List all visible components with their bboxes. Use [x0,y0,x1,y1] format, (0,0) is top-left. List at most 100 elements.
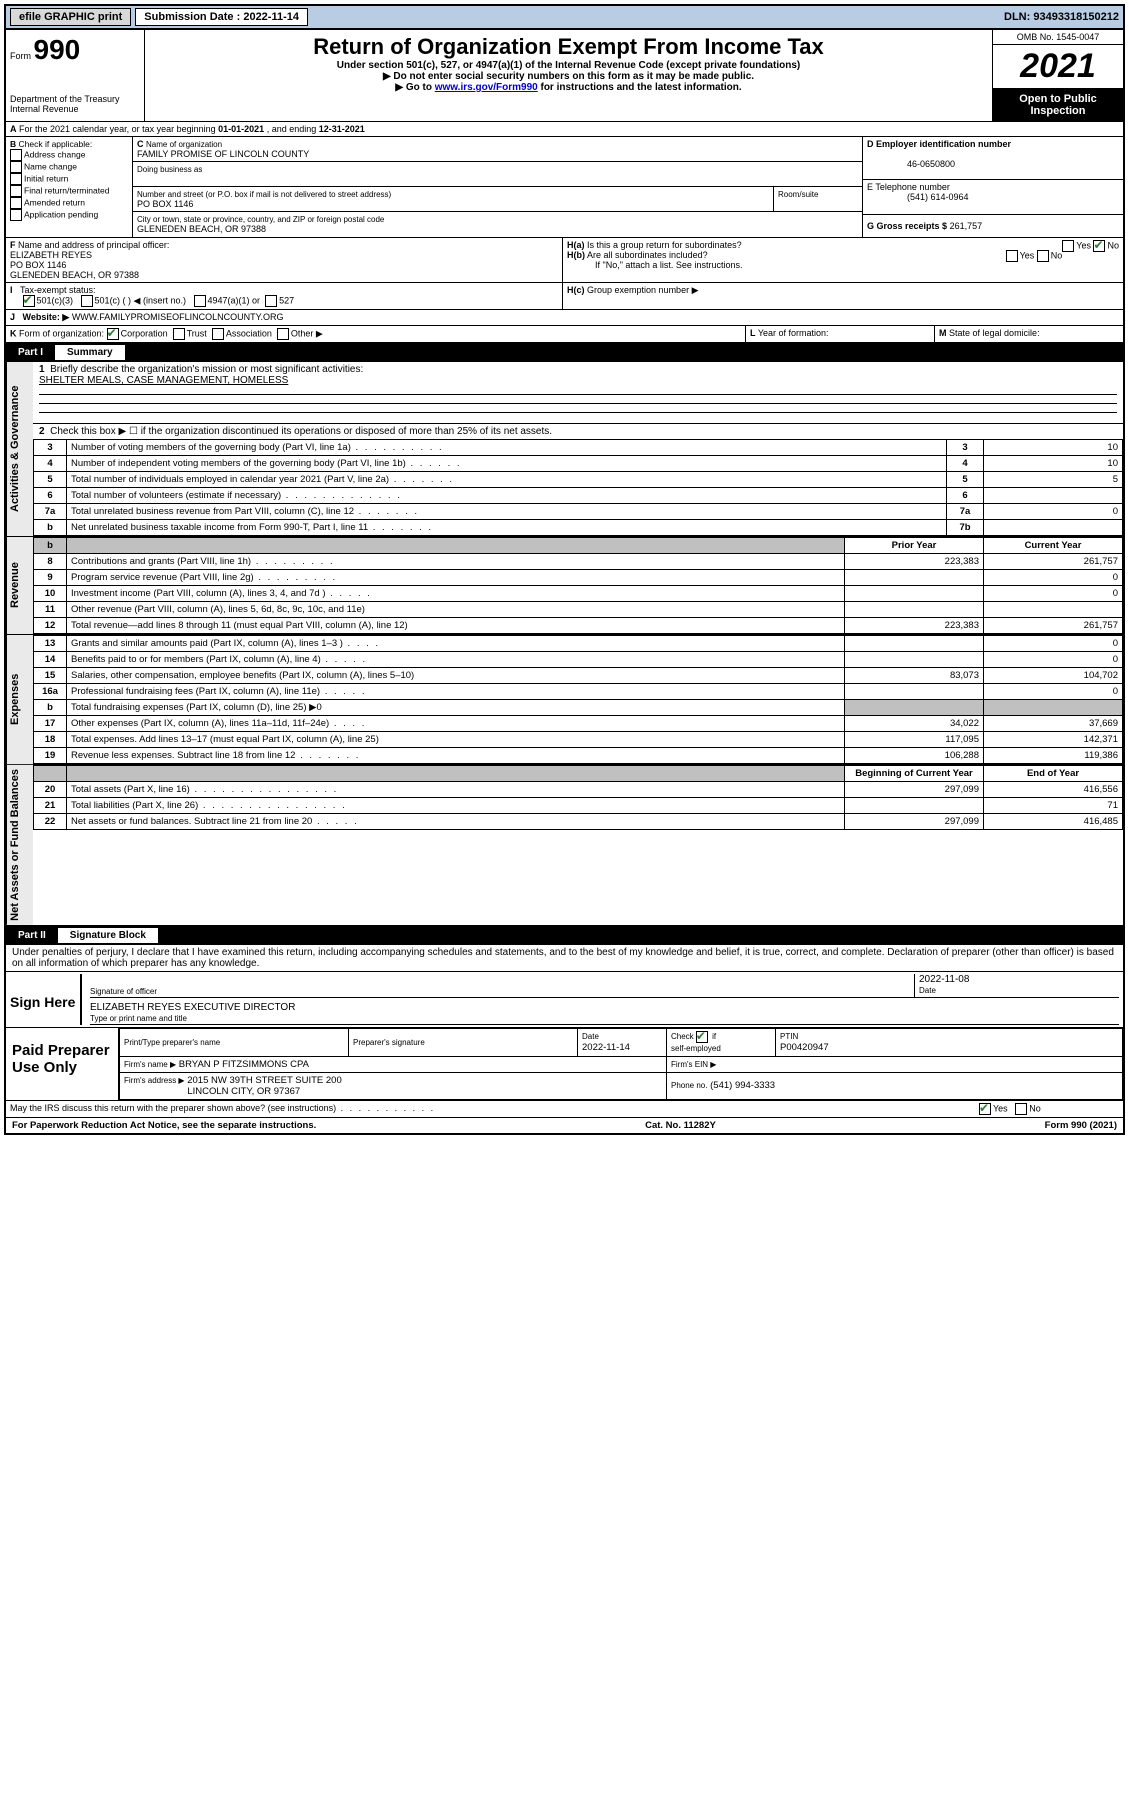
hb-yes-check[interactable] [1006,250,1018,262]
city-value: GLENEDEN BEACH, OR 97388 [137,224,266,234]
check-501c3[interactable] [23,295,35,307]
period-mid: , and ending [267,124,319,134]
net-d-2: Net assets or fund balances. Subtract li… [71,816,312,827]
check-trust[interactable] [173,328,185,340]
gross-value: 261,757 [950,221,983,231]
ein-value: 46-0650800 [907,159,955,169]
form-title: Return of Organization Exempt From Incom… [149,34,988,60]
check-4947[interactable] [194,295,206,307]
exp-c-6: 142,371 [984,732,1123,748]
check-item-0: Address change [24,149,85,159]
sig-officer-label: Signature of officer [90,987,157,996]
checkbox-address-change[interactable] [10,149,22,161]
block-d-column: D Employer identification number 46-0650… [863,137,1123,237]
exp-n-6: 18 [34,732,67,748]
exp-d-3: Professional fundraising fees (Part IX, … [71,686,320,697]
part-i-number: Part I [12,345,49,360]
exp-n-4: b [34,700,67,716]
efile-print-button[interactable]: efile GRAPHIC print [10,8,131,26]
page-footer: For Paperwork Reduction Act Notice, see … [6,1118,1123,1133]
governance-section: Activities & Governance 1 Briefly descri… [6,362,1123,537]
opt-4947: 4947(a)(1) or [208,295,261,305]
ha-no-check[interactable] [1093,240,1105,252]
rev-p-0: 223,383 [845,554,984,570]
year-formation-label: Year of formation: [758,328,829,338]
opt-assoc: Association [226,328,272,338]
checkbox-amended-return[interactable] [10,197,22,209]
check-527[interactable] [265,295,277,307]
rev-d-3: Other revenue (Part VIII, column (A), li… [71,604,365,615]
rev-p-3 [845,602,984,618]
checkbox-app-pending[interactable] [10,209,22,221]
gov-row-v-5 [984,520,1123,536]
check-b-column: B Check if applicable: Address change Na… [6,137,133,237]
gov-row-v-4: 0 [984,504,1123,520]
irs-link[interactable]: www.irs.gov/Form990 [435,82,538,93]
net-d-1: Total liabilities (Part X, line 26) [71,800,198,811]
gov-row-v-2: 5 [984,472,1123,488]
form-subtitle: Under section 501(c), 527, or 4947(a)(1)… [149,60,988,71]
gov-row-n-5: b [34,520,67,536]
revenue-section: Revenue bPrior YearCurrent Year 8Contrib… [6,537,1123,635]
discuss-no-check[interactable] [1015,1103,1027,1115]
rev-c-1: 0 [984,570,1123,586]
hb-no-check[interactable] [1037,250,1049,262]
opt-other: Other ▶ [291,328,323,338]
gross-label: G Gross receipts $ [867,221,947,231]
ha-yes-check[interactable] [1062,240,1074,252]
org-name: FAMILY PROMISE OF LINCOLN COUNTY [137,149,309,159]
checkbox-name-change[interactable] [10,161,22,173]
exp-p-6: 117,095 [845,732,984,748]
exp-d-6: Total expenses. Add lines 13–17 (must eq… [71,734,379,745]
checkbox-initial-return[interactable] [10,173,22,185]
net-n-2: 22 [34,814,67,830]
sign-here-label: Sign Here [10,974,80,1025]
expenses-section: Expenses 13Grants and similar amounts pa… [6,635,1123,765]
exp-p-1 [845,652,984,668]
gov-row-v-1: 10 [984,456,1123,472]
ptin-value: P00420947 [780,1042,829,1053]
part-i-title: Summary [55,345,125,360]
exp-d-7: Revenue less expenses. Subtract line 18 … [71,750,295,761]
hb-no: No [1051,250,1063,260]
exp-p-4 [845,700,984,716]
perjury-statement: Under penalties of perjury, I declare th… [6,945,1123,971]
check-assoc[interactable] [212,328,224,340]
exp-c-0: 0 [984,636,1123,652]
sig-date-label: Date [919,986,936,995]
revenue-table: bPrior YearCurrent Year 8Contributions a… [33,537,1123,634]
rev-d-1: Program service revenue (Part VIII, line… [71,572,254,583]
officer-h-row: F Name and address of principal officer:… [6,238,1123,283]
check-item-4: Amended return [24,197,85,207]
governance-vlabel: Activities & Governance [6,362,33,536]
check-501c[interactable] [81,295,93,307]
discontinued-label: Check this box ▶ ☐ if the organization d… [50,426,552,437]
gov-row-v-3 [984,488,1123,504]
rev-c-3 [984,602,1123,618]
expenses-table: 13Grants and similar amounts paid (Part … [33,635,1123,764]
exp-c-5: 37,669 [984,716,1123,732]
exp-d-1: Benefits paid to or for members (Part IX… [71,654,321,665]
exp-p-3 [845,684,984,700]
gov-row-sn-1: 4 [947,456,984,472]
website-url[interactable]: WWW.FAMILYPROMISEOFLINCOLNCOUNTY.ORG [72,312,284,322]
prior-year-label: Prior Year [845,538,984,554]
firm-addr-label: Firm's address ▶ [124,1076,185,1085]
gov-row-d-3: Total number of volunteers (estimate if … [71,490,281,501]
discuss-yes: Yes [993,1103,1008,1113]
exp-p-7: 106,288 [845,748,984,764]
period-row-a: A For the 2021 calendar year, or tax yea… [6,122,1123,137]
checkbox-final-return[interactable] [10,185,22,197]
check-corp[interactable] [107,328,119,340]
prep-date-label: Date [582,1032,599,1041]
rev-n-0: 8 [34,554,67,570]
check-other[interactable] [277,328,289,340]
check-item-2: Initial return [24,173,68,183]
hc-label: Group exemption number ▶ [587,285,698,295]
opt-corp: Corporation [121,328,168,338]
exp-c-3: 0 [984,684,1123,700]
discuss-yes-check[interactable] [979,1103,991,1115]
gov-row-n-4: 7a [34,504,67,520]
tax-status-row: I Tax-exempt status: 501(c)(3) 501(c) ( … [6,283,1123,310]
self-employed-check[interactable] [696,1031,708,1043]
